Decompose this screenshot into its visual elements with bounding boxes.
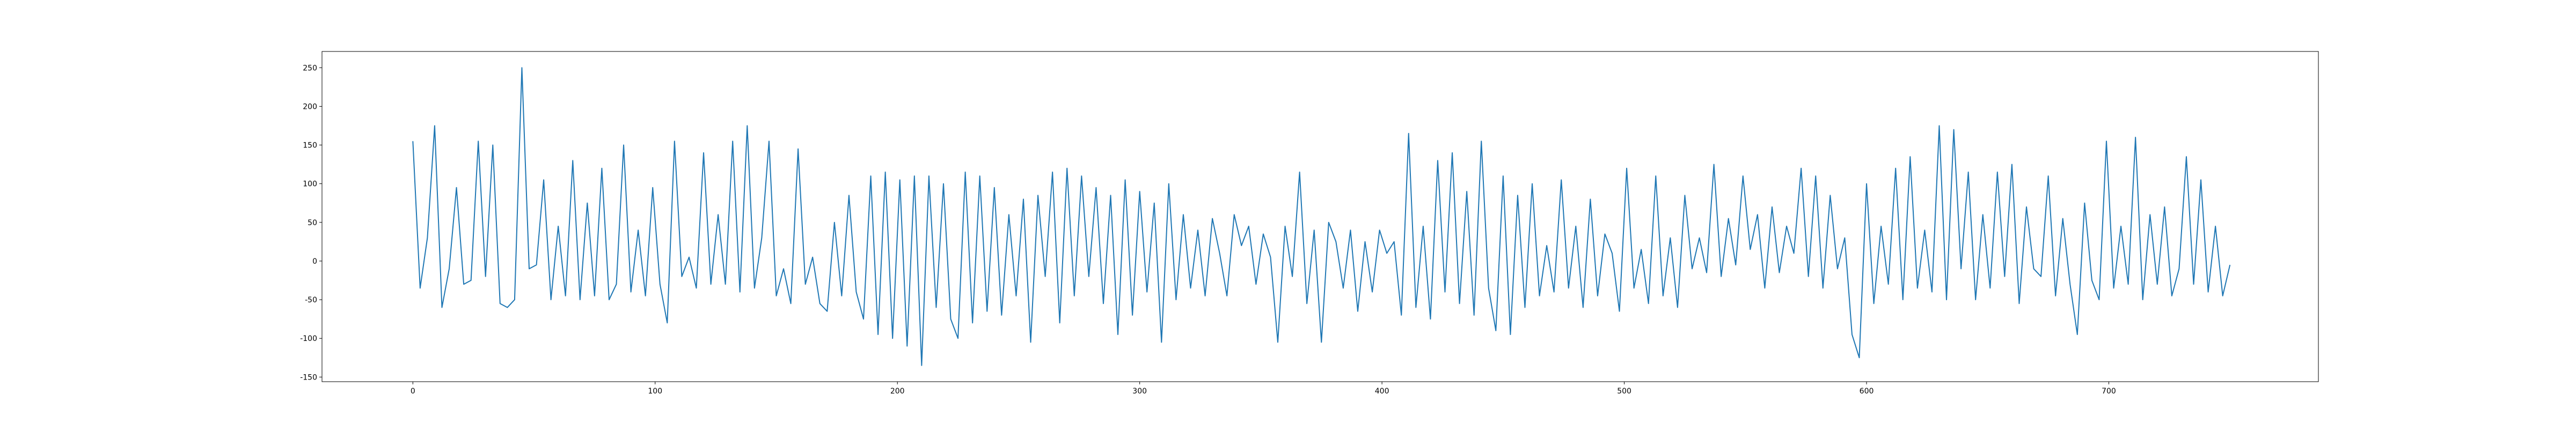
y-tick-label: -50 [305, 296, 317, 304]
y-tick-label: 50 [308, 219, 317, 227]
data-line [412, 67, 2231, 366]
x-tick-label: 600 [1860, 387, 1874, 396]
x-tick-label: 100 [648, 387, 662, 396]
y-tick-label: 250 [303, 64, 317, 72]
x-tick-label: 700 [2102, 387, 2116, 396]
x-tick-label: 500 [1617, 387, 1631, 396]
y-tick-label: 0 [312, 257, 317, 266]
y-tick-label: 150 [303, 142, 317, 150]
y-tick-label: -100 [300, 335, 317, 343]
y-tick-label: 100 [303, 180, 317, 189]
x-tick-label: 200 [890, 387, 905, 396]
y-tick-label: 200 [303, 102, 317, 111]
x-tick-label: 400 [1375, 387, 1389, 396]
y-tick-label: -150 [300, 373, 317, 382]
x-tick-label: 0 [411, 387, 415, 396]
axes-frame [321, 51, 2319, 382]
x-tick-label: 300 [1132, 387, 1147, 396]
